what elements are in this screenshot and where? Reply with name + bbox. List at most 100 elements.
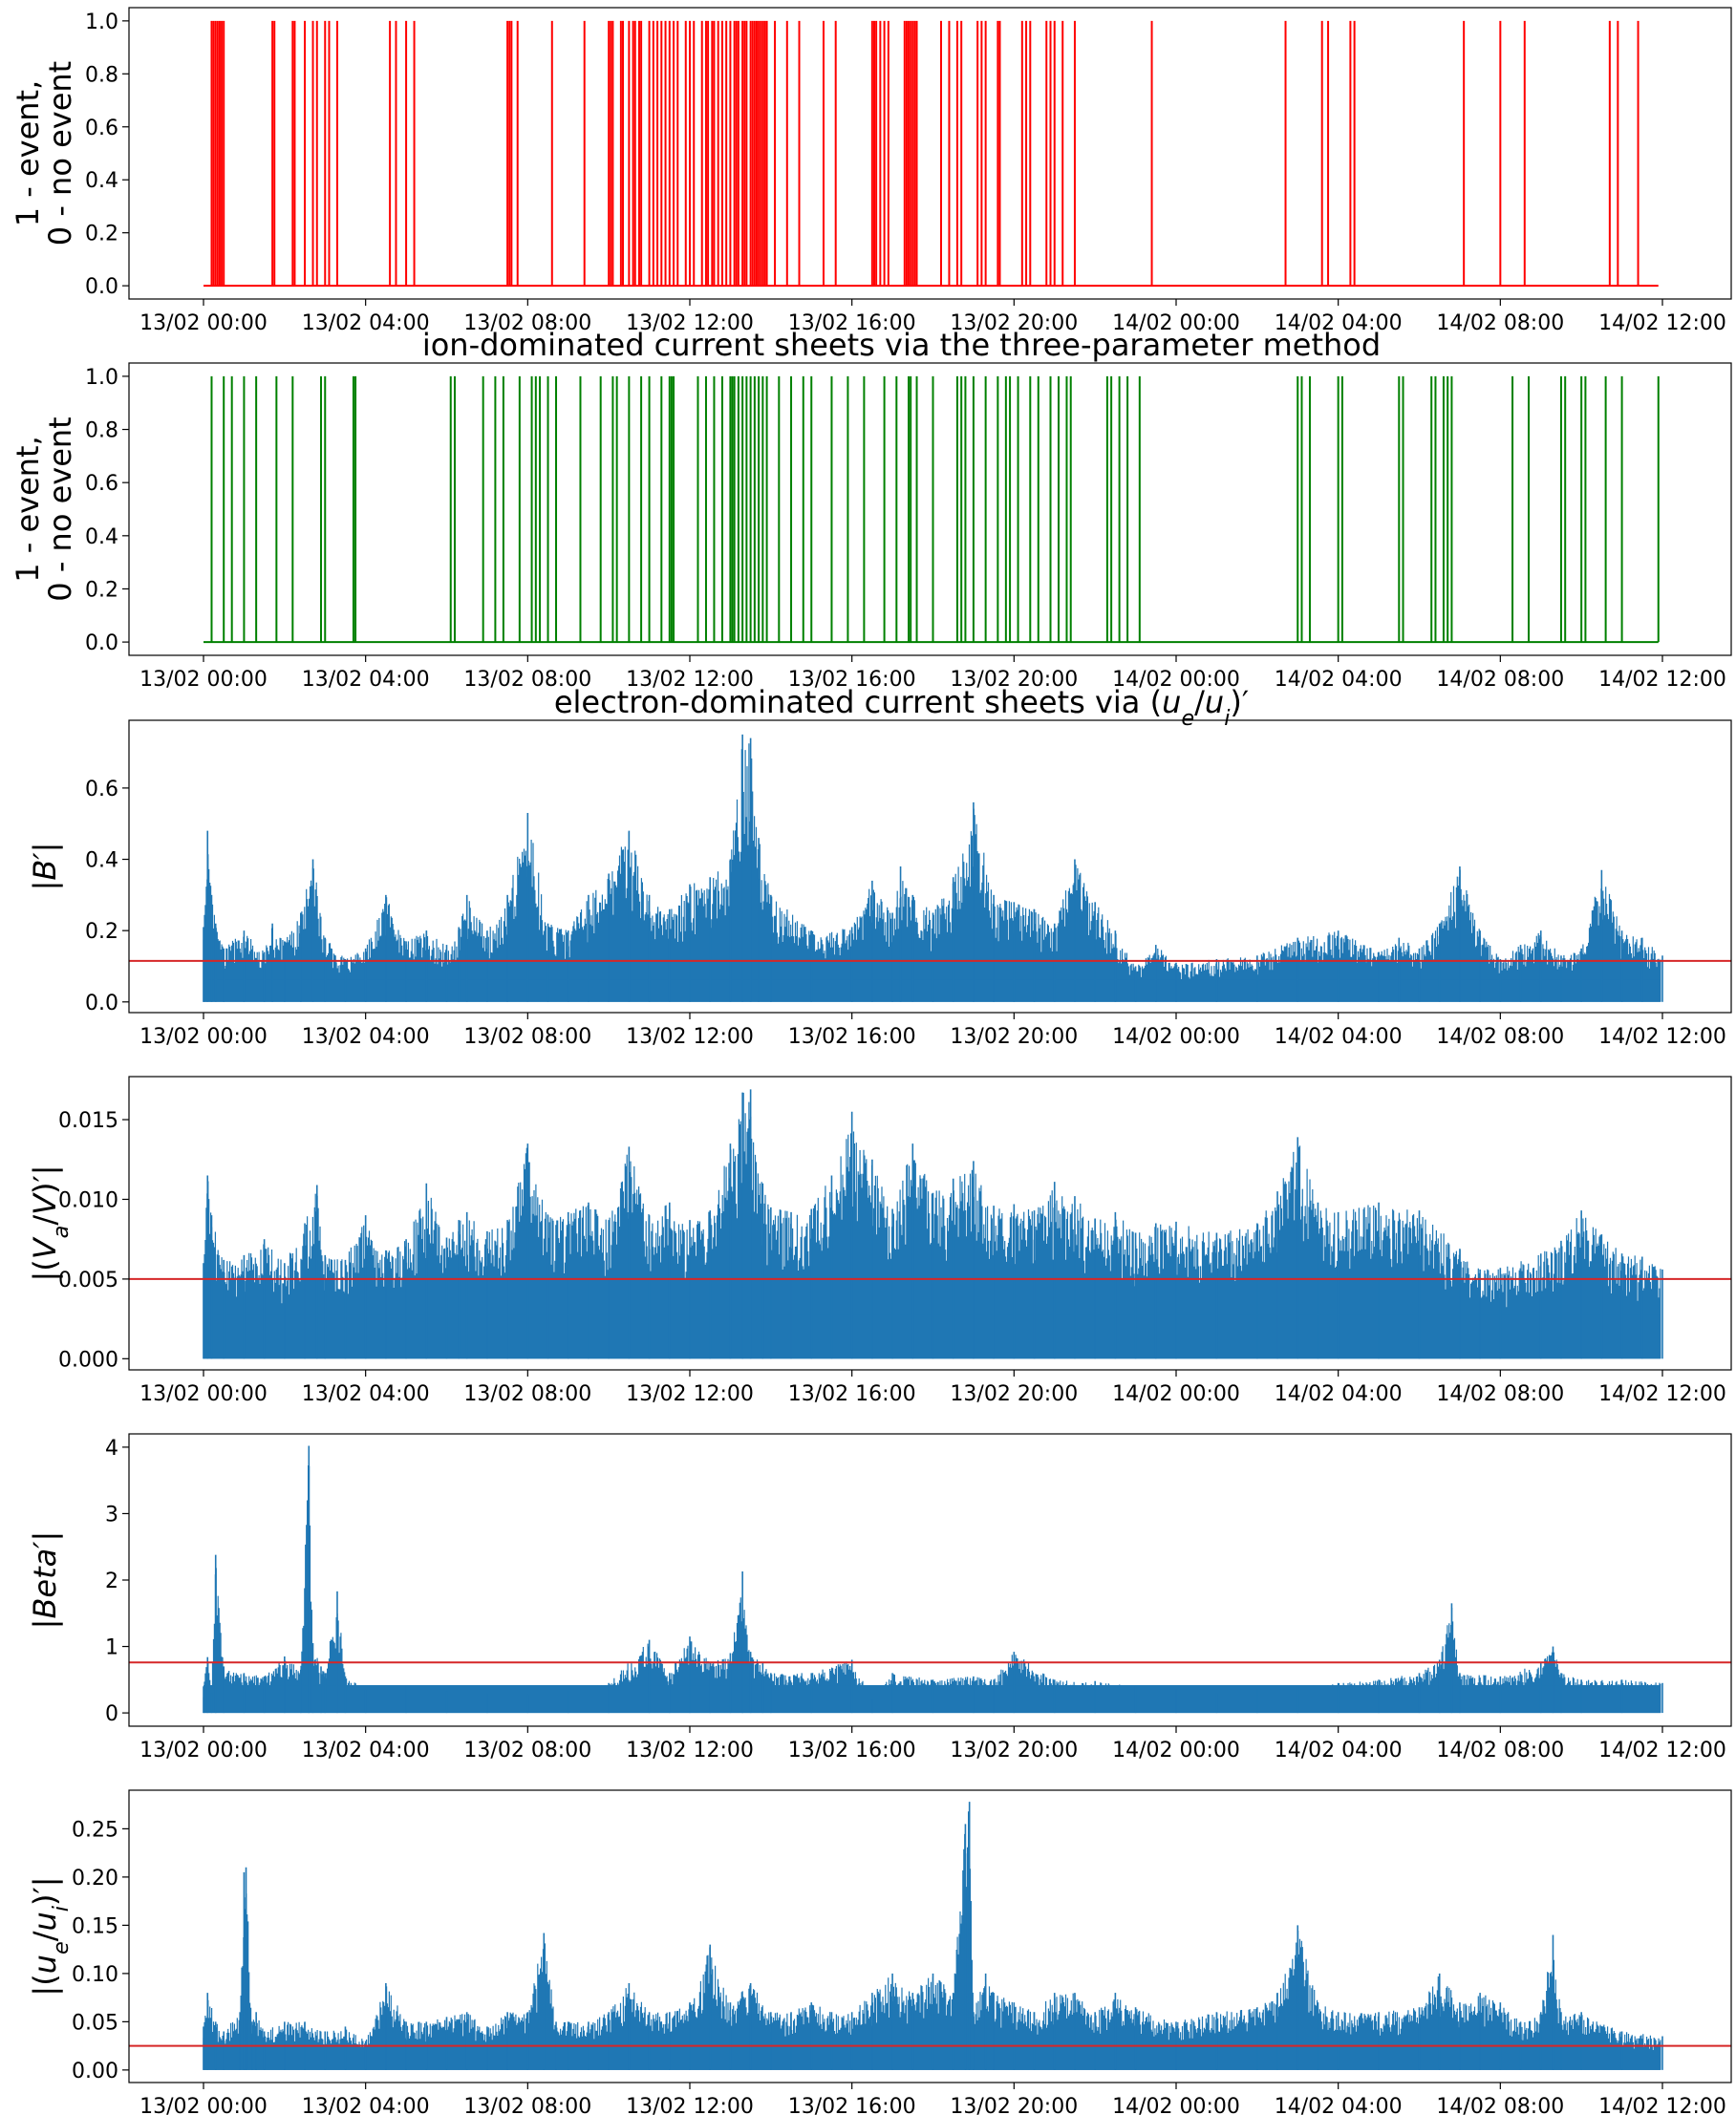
xtick-label: 13/02 12:00 [626,668,754,692]
xtick-label: 14/02 08:00 [1436,311,1564,335]
ytick-label: 1.0 [85,11,118,34]
xtick-label: 13/02 04:00 [302,1382,430,1406]
xtick-label: 14/02 08:00 [1436,1382,1564,1406]
xtick-label: 13/02 04:00 [302,1739,430,1762]
y-axis-label-part: |( [27,1259,63,1281]
ytick-label: 2 [105,1570,118,1593]
xtick-label: 13/02 20:00 [950,1025,1078,1049]
xtick-label: 13/02 20:00 [950,1382,1078,1406]
y-axis-label-part: )′| [27,1876,63,1906]
y-axis-label-part: i [49,1905,74,1912]
y-axis-label-part: Beta′ [27,1541,63,1619]
panel-1: 0.0 0.2 0.4 0.6 0.8 1.0 13/02 00:00 13/02 04:00… [10,7,1732,335]
ytick-label: 0.005 [58,1269,118,1292]
xtick-label: 13/02 04:00 [302,311,430,335]
chart-title-part: e [1181,706,1194,731]
xtick-label: 14/02 12:00 [1598,1382,1726,1406]
data-band [204,1314,1661,1359]
plot-area [129,1445,1731,1714]
y-axis-label: |(ue/ui)′| [27,1876,74,1996]
xtick-label: 14/02 12:00 [1598,1025,1726,1049]
ytick-label: 0.2 [85,920,118,944]
panel-6: 0.00 0.05 0.10 0.15 0.20 0.25 13/02 00:00 13/02… [27,1789,1732,2115]
ytick-label: 0.8 [85,63,118,87]
xtick-label: 13/02 00:00 [139,668,268,692]
xtick-label: 13/02 16:00 [788,2095,916,2115]
ytick-label: 0.0 [85,992,118,1015]
y-axis-label: |Beta′| [27,1531,63,1630]
xtick-label: 14/02 04:00 [1275,1025,1403,1049]
xtick-label: 14/02 00:00 [1112,668,1240,692]
chart-title-part: electron-dominated current sheets via ( [554,684,1162,720]
plot-area [129,1089,1731,1359]
xtick-label: 14/02 00:00 [1112,1382,1240,1406]
data-series [203,1811,1661,2070]
xtick-label: 14/02 08:00 [1436,2095,1564,2115]
xtick-label: 13/02 00:00 [139,2095,268,2115]
axes-frame [128,1076,1732,1371]
chart-title-part: i [1224,706,1231,731]
ytick-label: 0.6 [85,117,118,140]
xtick-label: 14/02 00:00 [1112,1025,1240,1049]
xtick-label: 14/02 08:00 [1436,1025,1564,1049]
xtick-label: 13/02 08:00 [463,2095,591,2115]
xtick-label: 14/02 04:00 [1275,668,1403,692]
axes-frame [128,719,1732,1014]
ytick-label: 0.00 [72,2060,118,2083]
y-axis-label-part: | [27,843,63,853]
y-axis-label-part: u [27,1912,63,1931]
ytick-label: 0.6 [85,472,118,496]
xtick-label: 13/02 20:00 [950,311,1078,335]
ytick-label: 0.25 [72,1818,118,1842]
ytick-label: 0.4 [85,525,118,549]
xtick-label: 13/02 20:00 [950,668,1078,692]
xtick-label: 14/02 12:00 [1598,2095,1726,2115]
panel-5: 0 1 2 3 4 13/02 00:00 13/02 04:00 13/02 08:00 13… [27,1433,1732,1762]
y-axis-label-line: 0 - no event [42,61,78,246]
xtick-label: 13/02 12:00 [626,1025,754,1049]
y-axis-label-part: | [27,1619,63,1630]
xtick-label: 14/02 08:00 [1436,668,1564,692]
xtick-label: 14/02 12:00 [1598,311,1726,335]
xtick-label: 13/02 20:00 [950,1739,1078,1762]
ytick-label: 0.2 [85,578,118,602]
chart-title-part: u [1162,684,1181,720]
panel-2: 0.0 0.2 0.4 0.6 0.8 1.0 13/02 00:00 13/02 04:00… [10,327,1732,692]
ytick-label: 0.010 [58,1188,118,1212]
y-axis-label-part: | [27,1531,63,1542]
xtick-label: 13/02 00:00 [139,1025,268,1049]
ytick-label: 1.0 [85,366,118,390]
data-band [204,979,1661,1002]
ytick-label: 0.10 [72,1963,118,1987]
ytick-label: 0.4 [85,849,118,873]
y-axis-label-part: | [27,881,63,891]
ytick-label: 0.20 [72,1867,118,1891]
y-axis-label: 1 - event,0 - no event [10,417,78,601]
xtick-label: 14/02 12:00 [1598,668,1726,692]
ytick-label: 0.4 [85,169,118,193]
y-axis-label-line: 0 - no event [42,417,78,601]
chart-title-part: / [1194,684,1205,720]
y-axis-label-line: 1 - event, [10,80,46,227]
xtick-label: 14/02 04:00 [1275,1739,1403,1762]
xtick-label: 13/02 00:00 [139,311,268,335]
xtick-label: 13/02 08:00 [463,1025,591,1049]
ytick-label: 0.8 [85,419,118,443]
xtick-label: 13/02 08:00 [463,668,591,692]
data-series [203,1465,1661,1714]
plot-area [204,20,1659,288]
y-axis-label-part: / [27,1931,63,1941]
plot-area [204,375,1660,644]
xtick-label: 13/02 16:00 [788,668,916,692]
axes-frame [128,7,1732,300]
xtick-label: 14/02 04:00 [1275,1382,1403,1406]
y-axis-label-part: )′| [27,1164,63,1194]
xtick-label: 13/02 04:00 [302,2095,430,2115]
ytick-label: 0.000 [58,1348,118,1372]
ytick-label: 0.05 [72,2011,118,2035]
data-series [203,743,1661,1002]
data-band [204,1685,1661,1714]
xtick-label: 13/02 08:00 [463,311,591,335]
xtick-label: 13/02 12:00 [626,311,754,335]
y-axis-label-part: / [27,1215,63,1226]
